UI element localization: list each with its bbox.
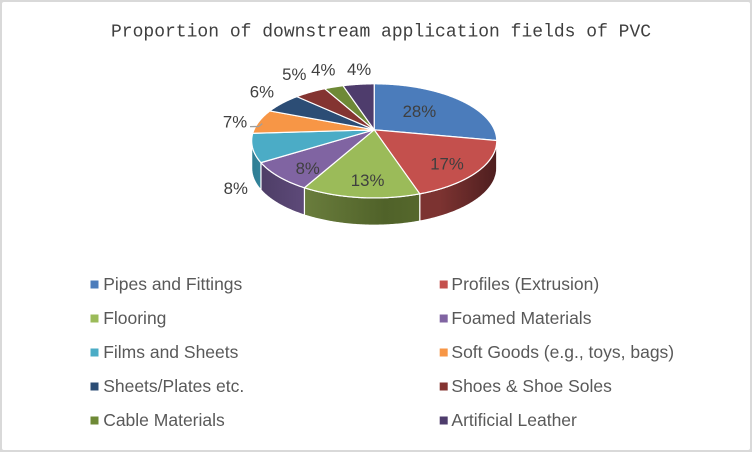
svg-text:Films and Sheets: Films and Sheets: [103, 342, 238, 362]
svg-text:8%: 8%: [296, 159, 320, 178]
svg-text:28%: 28%: [403, 102, 437, 121]
svg-text:Cable Materials: Cable Materials: [103, 410, 225, 430]
svg-text:4%: 4%: [311, 61, 335, 80]
svg-text:13%: 13%: [351, 171, 385, 190]
svg-text:8%: 8%: [224, 179, 248, 198]
svg-text:Foamed Materials: Foamed Materials: [451, 308, 591, 328]
svg-text:Soft Goods (e.g., toys, bags): Soft Goods (e.g., toys, bags): [451, 342, 674, 362]
svg-text:Proportion of downstream appli: Proportion of downstream application fie…: [111, 23, 651, 43]
svg-text:5%: 5%: [282, 65, 306, 84]
svg-text:6%: 6%: [250, 82, 274, 101]
svg-text:Pipes and Fittings: Pipes and Fittings: [103, 274, 242, 294]
svg-text:7%: 7%: [223, 112, 247, 131]
svg-text:Profiles (Extrusion): Profiles (Extrusion): [451, 274, 599, 294]
svg-text:4%: 4%: [347, 60, 371, 79]
svg-text:Shoes & Shoe Soles: Shoes & Shoe Soles: [451, 376, 612, 396]
svg-text:17%: 17%: [430, 154, 464, 173]
svg-text:Artificial Leather: Artificial Leather: [451, 410, 577, 430]
svg-text:Flooring: Flooring: [103, 308, 166, 328]
svg-text:Sheets/Plates etc.: Sheets/Plates etc.: [103, 376, 244, 396]
